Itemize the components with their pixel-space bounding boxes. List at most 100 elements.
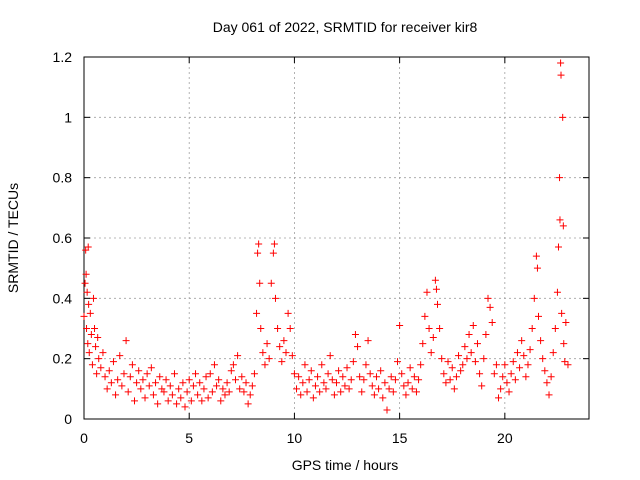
data-point: [164, 397, 172, 405]
data-point: [559, 222, 567, 230]
data-point: [330, 391, 338, 399]
data-point: [478, 382, 486, 390]
data-point: [509, 358, 517, 366]
data-point: [217, 397, 225, 405]
data-point: [293, 385, 301, 393]
data-point: [225, 388, 233, 396]
data-point: [528, 325, 536, 332]
data-point: [290, 370, 298, 378]
data-point: [366, 370, 374, 378]
data-point: [559, 113, 567, 121]
data-point: [556, 174, 564, 182]
data-point: [242, 379, 250, 387]
data-point: [518, 337, 526, 345]
data-point: [120, 370, 128, 378]
y-axis-title: SRMTID / TECUs: [5, 183, 21, 293]
data-point: [204, 394, 212, 402]
data-point: [402, 391, 410, 399]
data-point: [432, 285, 440, 293]
data-point: [562, 318, 570, 326]
data-point: [254, 249, 262, 257]
y-tick-label: 1: [64, 109, 72, 125]
data-point: [166, 382, 174, 390]
data-point: [429, 334, 437, 342]
y-tick-label: 0.4: [53, 290, 73, 306]
data-point: [116, 352, 124, 360]
data-point: [257, 325, 265, 332]
data-point: [379, 394, 387, 402]
data-point: [459, 361, 467, 369]
data-point: [408, 385, 416, 393]
data-point: [162, 376, 170, 384]
data-point: [177, 394, 185, 402]
data-point: [444, 358, 452, 366]
data-point: [322, 385, 330, 393]
data-point: [92, 343, 100, 351]
data-point: [339, 373, 347, 381]
data-point: [396, 321, 404, 329]
data-point: [256, 279, 264, 287]
data-point: [467, 349, 475, 357]
data-point: [128, 361, 136, 369]
data-point: [263, 340, 271, 348]
data-point: [473, 340, 481, 348]
data-point: [335, 367, 343, 375]
data-point: [210, 361, 218, 369]
data-point: [84, 243, 92, 251]
data-point: [280, 337, 288, 345]
data-point: [457, 367, 465, 375]
data-point: [354, 343, 362, 351]
data-point: [219, 385, 227, 393]
data-point: [461, 343, 469, 351]
data-point: [149, 391, 157, 399]
data-point: [490, 370, 498, 378]
data-point: [316, 388, 324, 396]
data-point: [276, 343, 284, 351]
data-point: [194, 391, 202, 399]
data-point: [387, 373, 395, 381]
data-point: [394, 358, 402, 366]
data-point: [343, 364, 351, 372]
data-point: [318, 361, 326, 369]
data-point: [347, 376, 355, 384]
data-point: [535, 312, 542, 320]
data-point: [442, 379, 450, 387]
data-point: [337, 388, 345, 396]
data-point: [122, 337, 130, 345]
y-tick-label: 0.2: [53, 351, 73, 367]
data-point: [391, 376, 399, 384]
data-point: [431, 276, 439, 284]
data-point: [105, 367, 113, 375]
data-point: [202, 373, 210, 381]
data-point: [181, 403, 189, 411]
data-point: [463, 355, 471, 363]
data-point: [234, 352, 242, 360]
data-point: [503, 379, 511, 387]
data-point: [265, 355, 273, 363]
data-point: [560, 340, 568, 348]
data-point: [370, 391, 378, 399]
data-point: [215, 376, 223, 384]
data-point: [305, 376, 313, 384]
data-point: [541, 367, 549, 375]
data-point: [255, 240, 263, 248]
data-point: [320, 379, 328, 387]
data-point: [537, 337, 545, 345]
data-point: [425, 325, 433, 332]
data-point: [170, 370, 178, 378]
data-point: [185, 376, 193, 384]
data-point: [238, 373, 246, 381]
data-point: [141, 394, 149, 402]
grid: [84, 57, 589, 419]
data-point: [244, 400, 252, 408]
data-point: [516, 364, 524, 372]
data-point: [561, 358, 569, 366]
data-point: [480, 355, 488, 363]
data-point: [213, 382, 221, 390]
data-point: [135, 367, 143, 375]
data-point: [81, 279, 89, 287]
data-point: [438, 355, 446, 363]
data-point: [398, 370, 406, 378]
data-point: [551, 325, 559, 332]
